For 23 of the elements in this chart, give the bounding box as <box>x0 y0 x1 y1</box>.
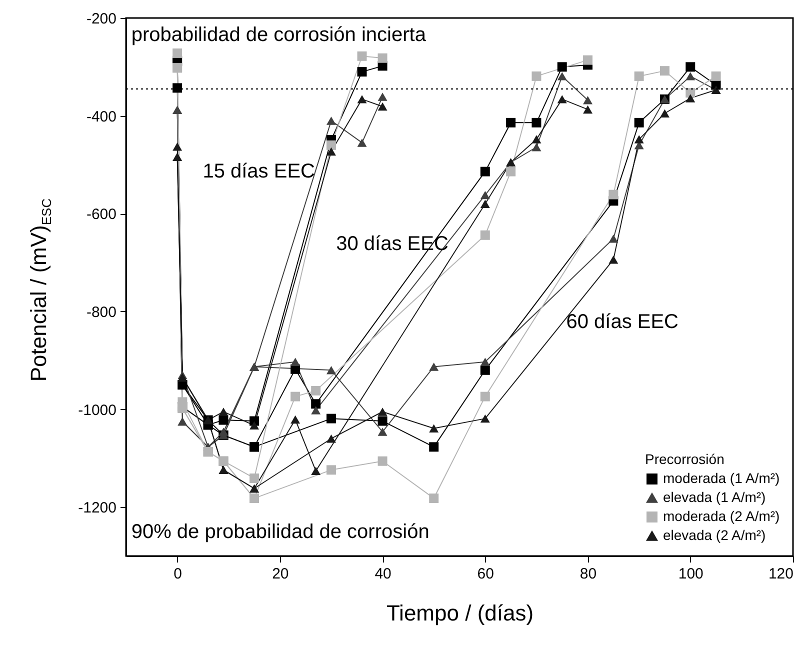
y-tick-label: -400 <box>86 108 116 126</box>
x-tick-label: 80 <box>580 566 597 582</box>
x-tick-label: 120 <box>768 566 794 582</box>
annotation: probabilidad de corrosión incierta <box>131 24 427 46</box>
y-tick-label: -1000 <box>78 402 116 419</box>
legend-label: moderada (2 A/m²) <box>663 508 780 524</box>
x-tick-label: 20 <box>272 566 289 582</box>
y-tick-label: -800 <box>86 304 116 321</box>
legend-title: Precorrosión <box>645 451 724 467</box>
y-tick-label: -200 <box>86 10 116 28</box>
x-axis-title: Tiempo / (días) <box>386 600 534 626</box>
y-tick-label: -1200 <box>78 500 116 517</box>
legend-label: elevada (1 A/m²) <box>663 489 766 505</box>
annotation: 15 días EEC <box>202 160 315 182</box>
x-tick-label: 0 <box>174 566 182 582</box>
x-tick-label: 60 <box>477 566 494 582</box>
legend-label: elevada (2 A/m²) <box>663 527 766 543</box>
x-tick-label: 40 <box>374 566 392 582</box>
x-tick-label: 100 <box>678 566 704 582</box>
y-tick-label: -600 <box>86 206 116 224</box>
legend-label: moderada (1 A/m²) <box>663 470 780 486</box>
annotation: 90% de probabilidad de corrosión <box>131 520 430 543</box>
annotation: 60 días EEC <box>566 310 679 333</box>
